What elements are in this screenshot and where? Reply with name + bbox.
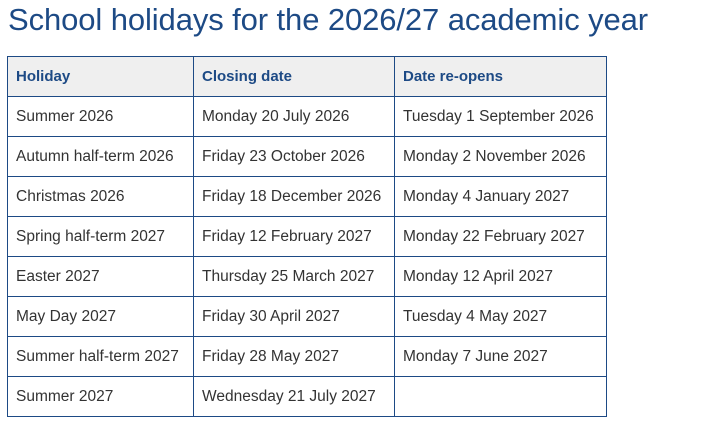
table-row: May Day 2027 Friday 30 April 2027 Tuesday … (7, 296, 607, 337)
reopen-date-cell: Tuesday 1 September 2026 (394, 96, 607, 137)
closing-date-cell: Thursday 25 March 2027 (193, 256, 395, 297)
closing-date-cell: Wednesday 21 July 2027 (193, 376, 395, 417)
closing-date-cell: Monday 20 July 2026 (193, 96, 395, 137)
table-row: Summer half-term 2027 Friday 28 May 2027 M… (7, 336, 607, 377)
reopen-date-cell: Monday 7 June 2027 (394, 336, 607, 377)
holiday-cell: Summer 2026 (7, 96, 194, 137)
holiday-cell: Autumn half-term 2026 (7, 136, 194, 177)
reopen-date-cell: Tuesday 4 May 2027 (394, 296, 607, 337)
holiday-cell: Spring half-term 2027 (7, 216, 194, 257)
table-row: Easter 2027 Thursday 25 March 2027 Monday … (7, 256, 607, 297)
reopen-date-cell (394, 376, 607, 417)
holiday-cell: Summer half-term 2027 (7, 336, 194, 377)
header-date-reopens: Date re-opens (394, 56, 607, 97)
holiday-cell: May Day 2027 (7, 296, 194, 337)
table-row: Summer 2027 Wednesday 21 July 2027 (7, 376, 607, 417)
reopen-date-cell: Monday 4 January 2027 (394, 176, 607, 217)
holiday-cell: Easter 2027 (7, 256, 194, 297)
table-row: Autumn half-term 2026 Friday 23 October 2… (7, 136, 607, 177)
reopen-date-cell: Monday 22 February 2027 (394, 216, 607, 257)
header-closing-date: Closing date (193, 56, 395, 97)
holiday-cell: Christmas 2026 (7, 176, 194, 217)
reopen-date-cell: Monday 2 November 2026 (394, 136, 607, 177)
closing-date-cell: Friday 12 February 2027 (193, 216, 395, 257)
reopen-date-cell: Monday 12 April 2027 (394, 256, 607, 297)
table-row: Spring half-term 2027 Friday 12 February … (7, 216, 607, 257)
closing-date-cell: Friday 23 October 2026 (193, 136, 395, 177)
closing-date-cell: Friday 28 May 2027 (193, 336, 395, 377)
closing-date-cell: Friday 18 December 2026 (193, 176, 395, 217)
table-header-row: Holiday Closing date Date re-opens (7, 56, 607, 97)
table-row: Summer 2026 Monday 20 July 2026 Tuesday 1 … (7, 96, 607, 137)
closing-date-cell: Friday 30 April 2027 (193, 296, 395, 337)
header-holiday: Holiday (7, 56, 194, 97)
holiday-cell: Summer 2027 (7, 376, 194, 417)
holidays-table: Holiday Closing date Date re-opens Summe… (7, 56, 607, 417)
page-title: School holidays for the 2026/27 academic… (8, 2, 649, 37)
table-row: Christmas 2026 Friday 18 December 2026 Mon… (7, 176, 607, 217)
